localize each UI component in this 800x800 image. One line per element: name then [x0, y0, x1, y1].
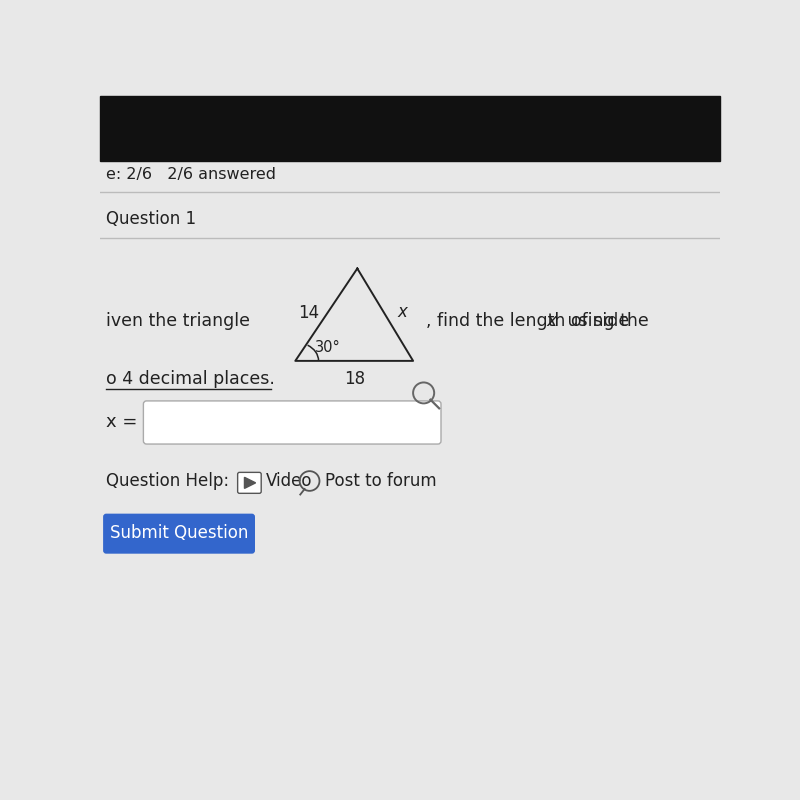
Text: 30°: 30° [314, 340, 341, 355]
Text: Submit Question: Submit Question [110, 524, 248, 542]
Text: o 4 decimal places.: o 4 decimal places. [106, 370, 275, 388]
FancyBboxPatch shape [238, 472, 262, 494]
Text: geometry section 11.2 Homework: geometry section 11.2 Homework [100, 138, 430, 156]
Text: Post to forum: Post to forum [325, 472, 437, 490]
Text: iven the triangle: iven the triangle [106, 312, 250, 330]
Bar [100, 96, 720, 161]
Text: Question Help:: Question Help: [106, 472, 230, 490]
Polygon shape [245, 478, 256, 488]
Text: x: x [398, 303, 407, 322]
Text: Question 1: Question 1 [106, 210, 196, 228]
FancyBboxPatch shape [143, 401, 441, 444]
Text: using the: using the [562, 312, 649, 330]
Text: , find the length of side: , find the length of side [426, 312, 634, 330]
Text: x: x [546, 312, 557, 330]
FancyBboxPatch shape [103, 514, 255, 554]
Text: 14: 14 [298, 305, 319, 322]
Text: Video: Video [266, 472, 312, 490]
Text: x =: x = [106, 414, 138, 431]
Text: e: 2/6   2/6 answered: e: 2/6 2/6 answered [106, 167, 276, 182]
Text: 18: 18 [344, 370, 365, 388]
